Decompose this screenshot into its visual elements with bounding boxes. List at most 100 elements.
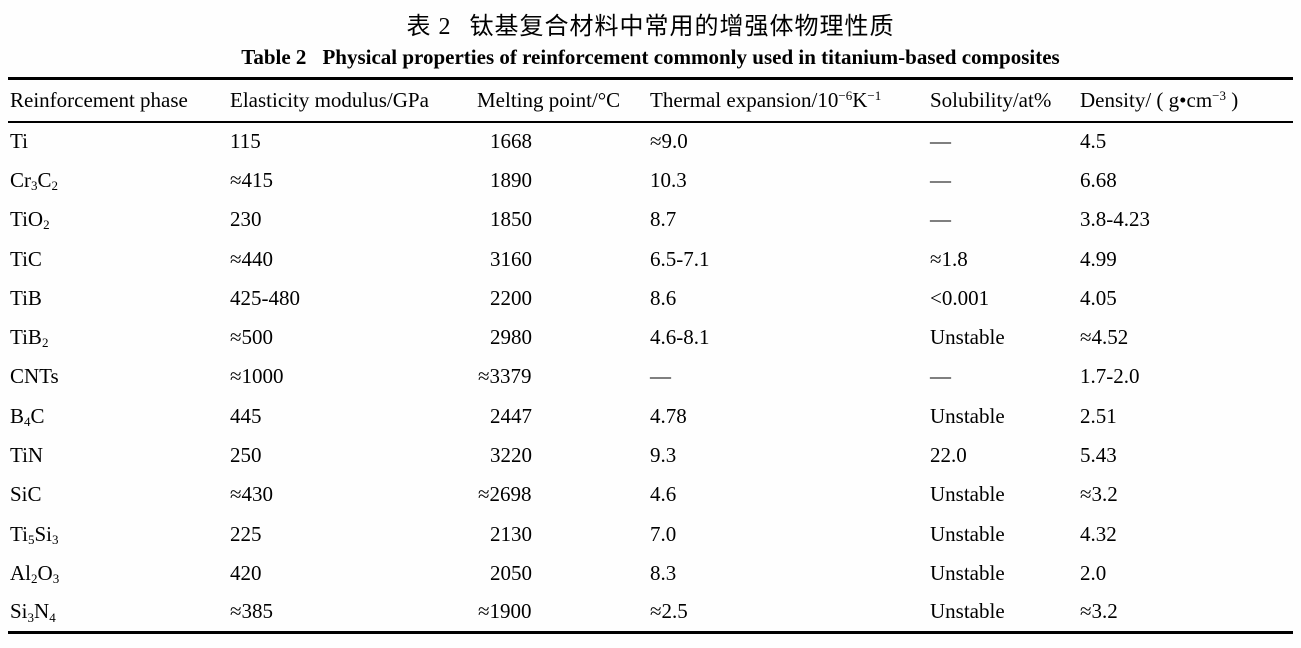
reinforcement-phase-cell: Ti5Si3 [10, 521, 59, 547]
melting-point-cell: 2130 [490, 521, 532, 546]
table-row: TiB 425-480 2200 8.6 <0.001 4.05 [8, 279, 1293, 318]
elasticity-modulus-cell: ≈385 [230, 599, 274, 624]
density-cell: 5.43 [1080, 443, 1117, 468]
reinforcement-phase-cell: CNTs [10, 364, 59, 389]
melting-point-cell: 2447 [490, 403, 532, 428]
thermal-expansion-cell: 8.6 [650, 285, 677, 310]
thermal-expansion-cell: 4.6-8.1 [650, 325, 710, 350]
solubility-cell: <0.001 [930, 285, 990, 310]
table-row: Ti 115 1668 ≈9.0 — 4.5 [8, 122, 1293, 161]
reinforcement-phase-cell: Si3N4 [10, 599, 56, 625]
melting-point-cell: 2200 [490, 285, 532, 310]
solubility-cell: Unstable [930, 560, 1005, 585]
melting-point-cell: 3160 [490, 246, 532, 271]
melting-point-cell: 3220 [490, 443, 532, 468]
melting-point-cell: ≈1900 [478, 599, 532, 624]
solubility-cell: Unstable [930, 482, 1005, 507]
thermal-expansion-cell: 8.7 [650, 207, 677, 232]
table-caption-en: Table 2 Physical properties of reinforcem… [0, 45, 1301, 70]
reinforcement-phase-cell: SiC [10, 482, 42, 507]
solubility-cell: — [930, 167, 951, 192]
column-header-density: Density/ ( g•cm−3 ) [1080, 87, 1239, 112]
table-row: SiC ≈430 ≈2698 4.6 Unstable ≈3.2 [8, 475, 1293, 514]
solubility-cell: Unstable [930, 521, 1005, 546]
elasticity-modulus-cell: 425-480 [230, 285, 300, 310]
melting-point-cell: 1890 [490, 167, 532, 192]
properties-table: Reinforcement phase Elasticity modulus/GP… [8, 77, 1293, 634]
solubility-cell: Unstable [930, 403, 1005, 428]
table-row: Ti5Si3 225 2130 7.0 Unstable 4.32 [8, 514, 1293, 553]
reinforcement-phase-cell: TiN [10, 443, 44, 468]
elasticity-modulus-cell: 445 [230, 403, 262, 428]
thermal-expansion-cell: 8.3 [650, 560, 677, 585]
solubility-cell: — [930, 207, 951, 232]
table-caption-en-title: Physical properties of reinforcement com… [322, 45, 1060, 69]
solubility-cell: ≈1.8 [930, 246, 968, 271]
density-cell: ≈4.52 [1080, 325, 1129, 350]
reinforcement-phase-cell: TiB2 [10, 325, 49, 351]
table-row: TiN 250 3220 9.3 22.0 5.43 [8, 436, 1293, 475]
column-header-melting-point: Melting point/°C [477, 87, 621, 112]
thermal-expansion-cell: 7.0 [650, 521, 677, 546]
solubility-cell: — [930, 364, 951, 389]
elasticity-modulus-cell: ≈440 [230, 246, 274, 271]
table-row: Al2O3 420 2050 8.3 Unstable 2.0 [8, 554, 1293, 593]
elasticity-modulus-cell: ≈415 [230, 167, 274, 192]
density-cell: 2.0 [1080, 560, 1107, 585]
solubility-cell: 22.0 [930, 443, 967, 468]
melting-point-cell: 2050 [490, 560, 532, 585]
header-row: Reinforcement phase Elasticity modulus/GP… [8, 79, 1293, 122]
table-caption-zh: 表 2 钛基复合材料中常用的增强体物理性质 [0, 6, 1301, 41]
melting-point-cell: ≈3379 [478, 364, 532, 389]
thermal-expansion-cell: 4.78 [650, 403, 687, 428]
melting-point-cell: 1668 [490, 129, 532, 154]
density-cell: 4.32 [1080, 521, 1117, 546]
solubility-cell: Unstable [930, 325, 1005, 350]
reinforcement-phase-cell: Cr3C2 [10, 167, 59, 194]
thermal-expansion-cell: — [650, 364, 671, 389]
elasticity-modulus-cell: 115 [230, 129, 261, 154]
reinforcement-phase-cell: TiB [10, 285, 42, 310]
thermal-expansion-cell: 9.3 [650, 443, 677, 468]
elasticity-modulus-cell: 230 [230, 207, 262, 232]
solubility-cell: — [930, 129, 951, 154]
density-cell: 4.05 [1080, 285, 1117, 310]
column-header-thermal-expansion: Thermal expansion/10−6K−1 [650, 87, 882, 112]
density-cell: 4.5 [1080, 129, 1107, 154]
elasticity-modulus-cell: ≈500 [230, 325, 274, 350]
elasticity-modulus-cell: 420 [230, 560, 262, 585]
elasticity-modulus-cell: 225 [230, 521, 262, 546]
thermal-expansion-cell: ≈9.0 [650, 129, 688, 154]
density-cell: 1.7-2.0 [1080, 364, 1140, 389]
table-header: Reinforcement phase Elasticity modulus/GP… [8, 79, 1293, 122]
table-row: TiC ≈440 3160 6.5-7.1 ≈1.8 4.99 [8, 239, 1293, 278]
reinforcement-phase-cell: B4C [10, 403, 45, 429]
solubility-cell: Unstable [930, 599, 1005, 624]
reinforcement-phase-cell: TiC [10, 246, 42, 271]
thermal-expansion-cell: ≈2.5 [650, 599, 688, 624]
elasticity-modulus-cell: ≈430 [230, 482, 274, 507]
reinforcement-phase-cell: Ti [10, 129, 28, 154]
density-cell: 3.8-4.23 [1080, 207, 1150, 232]
melting-point-cell: ≈2698 [478, 482, 532, 507]
density-cell: 6.68 [1080, 167, 1117, 192]
table-row: TiB2 ≈500 2980 4.6-8.1 Unstable ≈4.52 [8, 318, 1293, 357]
table-body: Ti 115 1668 ≈9.0 — 4.5 Cr3C2 ≈415 1890 10.3 — 6.68 T… [8, 122, 1293, 633]
column-header-elasticity-modulus: Elasticity modulus/GPa [230, 87, 429, 112]
column-header-reinforcement-phase: Reinforcement phase [10, 87, 188, 112]
thermal-expansion-cell: 6.5-7.1 [650, 246, 710, 271]
table-row: Si3N4 ≈385 ≈1900 ≈2.5 Unstable ≈3.2 [8, 593, 1293, 632]
density-cell: ≈3.2 [1080, 482, 1118, 507]
melting-point-cell: 2980 [490, 325, 532, 350]
elasticity-modulus-cell: ≈1000 [230, 364, 284, 389]
table-row: B4C 445 2447 4.78 Unstable 2.51 [8, 397, 1293, 436]
density-cell: 4.99 [1080, 246, 1117, 271]
table-row: CNTs ≈1000 ≈3379 — — 1.7-2.0 [8, 357, 1293, 396]
table-caption-en-label: Table 2 [241, 45, 307, 69]
thermal-expansion-cell: 4.6 [650, 482, 677, 507]
table-row: Cr3C2 ≈415 1890 10.3 — 6.68 [8, 161, 1293, 200]
melting-point-cell: 1850 [490, 207, 532, 232]
table-row: TiO2 230 1850 8.7 — 3.8-4.23 [8, 200, 1293, 239]
reinforcement-phase-cell: TiO2 [10, 207, 50, 233]
